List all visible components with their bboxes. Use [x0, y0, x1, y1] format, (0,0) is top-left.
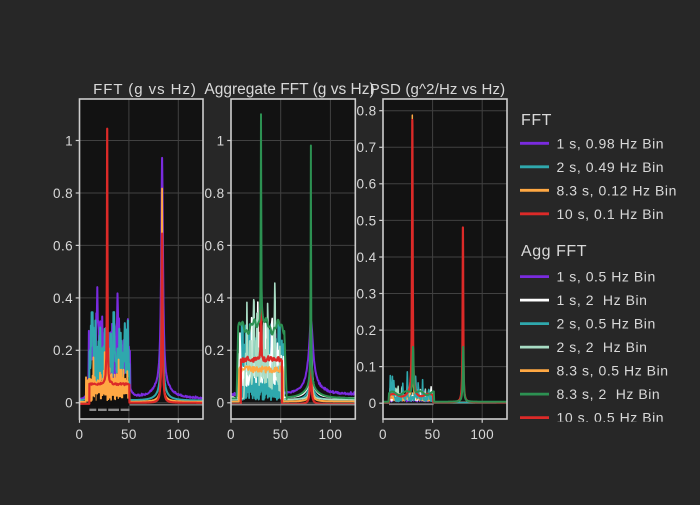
svg-text:0: 0 — [369, 396, 377, 411]
svg-text:100: 100 — [470, 427, 494, 442]
svg-text:0.3: 0.3 — [357, 286, 377, 301]
svg-text:0.8: 0.8 — [53, 186, 73, 201]
svg-text:2 s, 0.5 Hz Bin: 2 s, 0.5 Hz Bin — [557, 316, 656, 332]
svg-text:PSD (g^2/Hz vs Hz): PSD (g^2/Hz vs Hz) — [370, 81, 506, 98]
svg-text:0.4: 0.4 — [53, 291, 73, 306]
svg-text:0: 0 — [76, 427, 84, 442]
svg-text:0: 0 — [227, 427, 235, 442]
svg-text:Agg FFT: Agg FFT — [521, 243, 587, 260]
svg-text:0: 0 — [217, 396, 225, 411]
svg-text:0.6: 0.6 — [205, 238, 225, 253]
svg-text:8.3 s, 2 Hz Bin: 8.3 s, 2 Hz Bin — [557, 386, 661, 402]
svg-text:1 s, 0.5 Hz Bin: 1 s, 0.5 Hz Bin — [557, 269, 656, 285]
svg-text:0.4: 0.4 — [205, 291, 225, 306]
svg-text:2 s, 0.49 Hz Bin: 2 s, 0.49 Hz Bin — [557, 159, 665, 175]
svg-text:1: 1 — [217, 133, 225, 148]
svg-text:1: 1 — [65, 133, 73, 148]
svg-text:8.3 s, 0.5 Hz Bin: 8.3 s, 0.5 Hz Bin — [557, 363, 669, 379]
svg-text:FFT: FFT — [521, 112, 552, 129]
svg-text:Aggregate FFT (g vs Hz): Aggregate FFT (g vs Hz) — [204, 81, 374, 98]
svg-text:50: 50 — [425, 427, 441, 442]
svg-text:100: 100 — [166, 427, 190, 442]
svg-text:0: 0 — [65, 396, 73, 411]
svg-text:50: 50 — [121, 427, 137, 442]
svg-text:0.2: 0.2 — [53, 343, 73, 358]
svg-text:0.8: 0.8 — [205, 186, 225, 201]
svg-text:0.6: 0.6 — [53, 238, 73, 253]
svg-text:10 s, 0.5 Hz Bin: 10 s, 0.5 Hz Bin — [557, 410, 665, 426]
svg-text:1 s, 2 Hz Bin: 1 s, 2 Hz Bin — [557, 292, 648, 308]
svg-text:50: 50 — [273, 427, 289, 442]
svg-text:0.2: 0.2 — [357, 323, 377, 338]
svg-text:8.3 s, 0.12 Hz Bin: 8.3 s, 0.12 Hz Bin — [557, 182, 677, 198]
svg-text:100: 100 — [319, 427, 343, 442]
svg-text:0.4: 0.4 — [357, 250, 377, 265]
svg-text:2 s, 2 Hz Bin: 2 s, 2 Hz Bin — [557, 339, 648, 355]
svg-text:0.5: 0.5 — [357, 213, 377, 228]
svg-text:10 s, 0.1 Hz Bin: 10 s, 0.1 Hz Bin — [557, 206, 665, 222]
svg-text:0.7: 0.7 — [357, 140, 377, 155]
svg-text:1 s, 0.98 Hz Bin: 1 s, 0.98 Hz Bin — [557, 135, 665, 151]
svg-text:0.1: 0.1 — [357, 360, 377, 375]
svg-text:0.8: 0.8 — [357, 104, 377, 119]
svg-text:FFT (g vs Hz): FFT (g vs Hz) — [93, 81, 197, 98]
svg-text:0.2: 0.2 — [205, 343, 225, 358]
svg-text:0.6: 0.6 — [357, 177, 377, 192]
svg-text:0: 0 — [379, 427, 387, 442]
